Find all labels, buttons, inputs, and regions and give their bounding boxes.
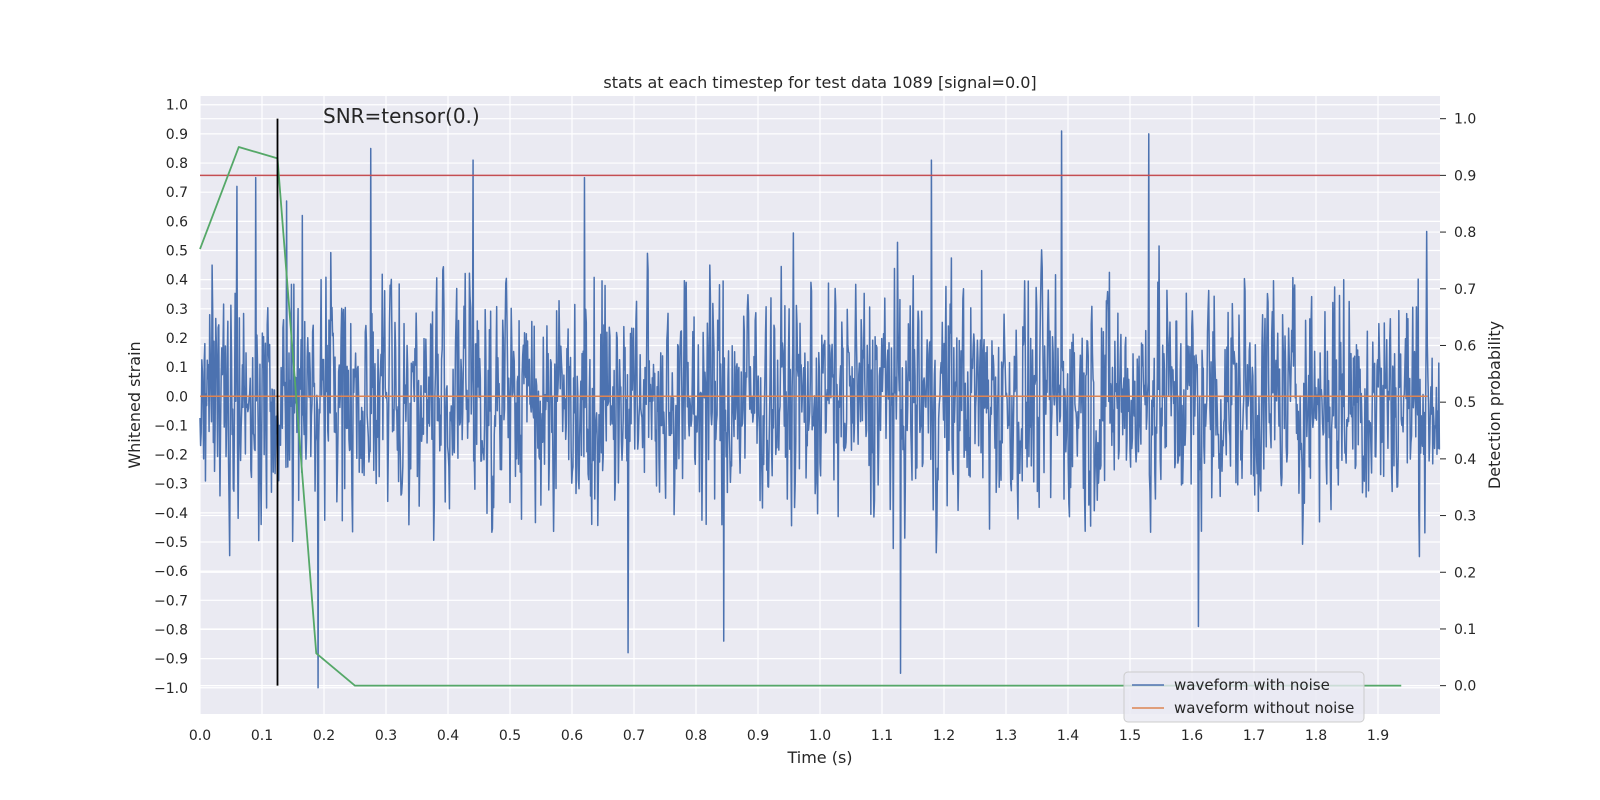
- x-tick-label: 0.0: [189, 728, 211, 744]
- x-axis-label: Time (s): [786, 748, 852, 767]
- x-tick-label: 0.8: [685, 728, 707, 744]
- y-tick-label-left: 0.3: [166, 302, 188, 318]
- y-tick-label-left: 0.4: [166, 273, 188, 289]
- y-tick-label-left: 0.9: [166, 127, 188, 143]
- y-tick-label-right: 0.0: [1454, 679, 1476, 695]
- x-tick-label: 0.7: [623, 728, 645, 744]
- ticks: 0.0 0.1 0.2 0.3 0.4 0.5 0.6 0.7 0.8 0.9 1.0 1.1 1.2 1…: [154, 98, 1389, 744]
- x-tick-label: 0.5: [499, 728, 521, 744]
- y-tick-label-left: 0.1: [166, 360, 188, 376]
- legend-box: [1123, 671, 1365, 723]
- y-tick-label-left: −1.0: [154, 681, 188, 697]
- y-tick-label-left: 0.7: [166, 185, 188, 201]
- x-tick-label: 1.0: [809, 728, 831, 744]
- x-tick-label: 0.1: [251, 728, 273, 744]
- y-tick-label-right: 0.7: [1454, 282, 1476, 298]
- y-tick-label-left: −0.8: [154, 622, 188, 638]
- y-tick-label-right: 0.5: [1454, 395, 1476, 411]
- y-tick-label-left: −0.2: [154, 448, 188, 464]
- y-tick-label-left: −0.5: [154, 535, 188, 551]
- x-tick-label: 1.6: [1181, 728, 1203, 744]
- y-tick-label-left: 0.6: [166, 214, 188, 230]
- y-tick-label-left: 0.5: [166, 244, 188, 260]
- y-axis-label-right: Detection probability: [1485, 321, 1504, 489]
- y-tick-label-left: −0.3: [154, 477, 188, 493]
- x-tick-label: 1.7: [1243, 728, 1265, 744]
- y-tick-label-left: −0.4: [154, 506, 188, 522]
- x-tick-label: 1.3: [995, 728, 1017, 744]
- y-tick-label-left: 1.0: [166, 98, 188, 114]
- x-tick-label: 0.9: [747, 728, 769, 744]
- y-tick-label-left: −0.7: [154, 593, 188, 609]
- x-tick-label: 1.8: [1305, 728, 1327, 744]
- x-tick-label: 0.2: [313, 728, 335, 744]
- legend: waveform with noise waveform without noi…: [1123, 671, 1365, 723]
- y-tick-label-right: 0.2: [1454, 565, 1476, 581]
- right-axis: 1.0 0.9 0.8 0.7 0.6 0.5 0.4 0.3 0.2 0.1 0.0: [1440, 112, 1476, 695]
- legend-label-waveform-with-noise: waveform with noise: [1174, 676, 1330, 694]
- y-tick-label-right: 0.9: [1454, 168, 1476, 184]
- x-tick-label: 0.3: [375, 728, 397, 744]
- x-tick-label: 0.4: [437, 728, 459, 744]
- y-tick-label-right: 0.3: [1454, 509, 1476, 525]
- y-tick-label-left: −0.6: [154, 564, 188, 580]
- y-tick-label-right: 0.6: [1454, 338, 1476, 354]
- y-tick-label-left: 0.0: [166, 389, 188, 405]
- y-tick-label-left: −0.1: [154, 418, 188, 434]
- y-tick-label-left: 0.2: [166, 331, 188, 347]
- snr-annotation: SNR=tensor(0.): [323, 104, 480, 128]
- x-tick-label: 1.2: [933, 728, 955, 744]
- y-tick-label-right: 0.4: [1454, 452, 1476, 468]
- y-tick-label-right: 0.1: [1454, 622, 1476, 638]
- x-tick-label: 1.1: [871, 728, 893, 744]
- y-axis-label-left: Whitened strain: [125, 341, 144, 468]
- y-tick-label-left: −0.9: [154, 652, 188, 668]
- y-tick-label-right: 0.8: [1454, 225, 1476, 241]
- x-tick-label: 1.5: [1119, 728, 1141, 744]
- legend-label-waveform-without-noise: waveform without noise: [1174, 699, 1354, 717]
- chart-title: stats at each timestep for test data 108…: [603, 73, 1036, 92]
- x-tick-label: 1.4: [1057, 728, 1079, 744]
- y-tick-label-right: 1.0: [1454, 112, 1476, 128]
- y-tick-label-left: 0.8: [166, 156, 188, 172]
- x-tick-label: 1.9: [1367, 728, 1389, 744]
- x-tick-label: 0.6: [561, 728, 583, 744]
- series-line-waveform-with-noise: [199, 130, 1441, 689]
